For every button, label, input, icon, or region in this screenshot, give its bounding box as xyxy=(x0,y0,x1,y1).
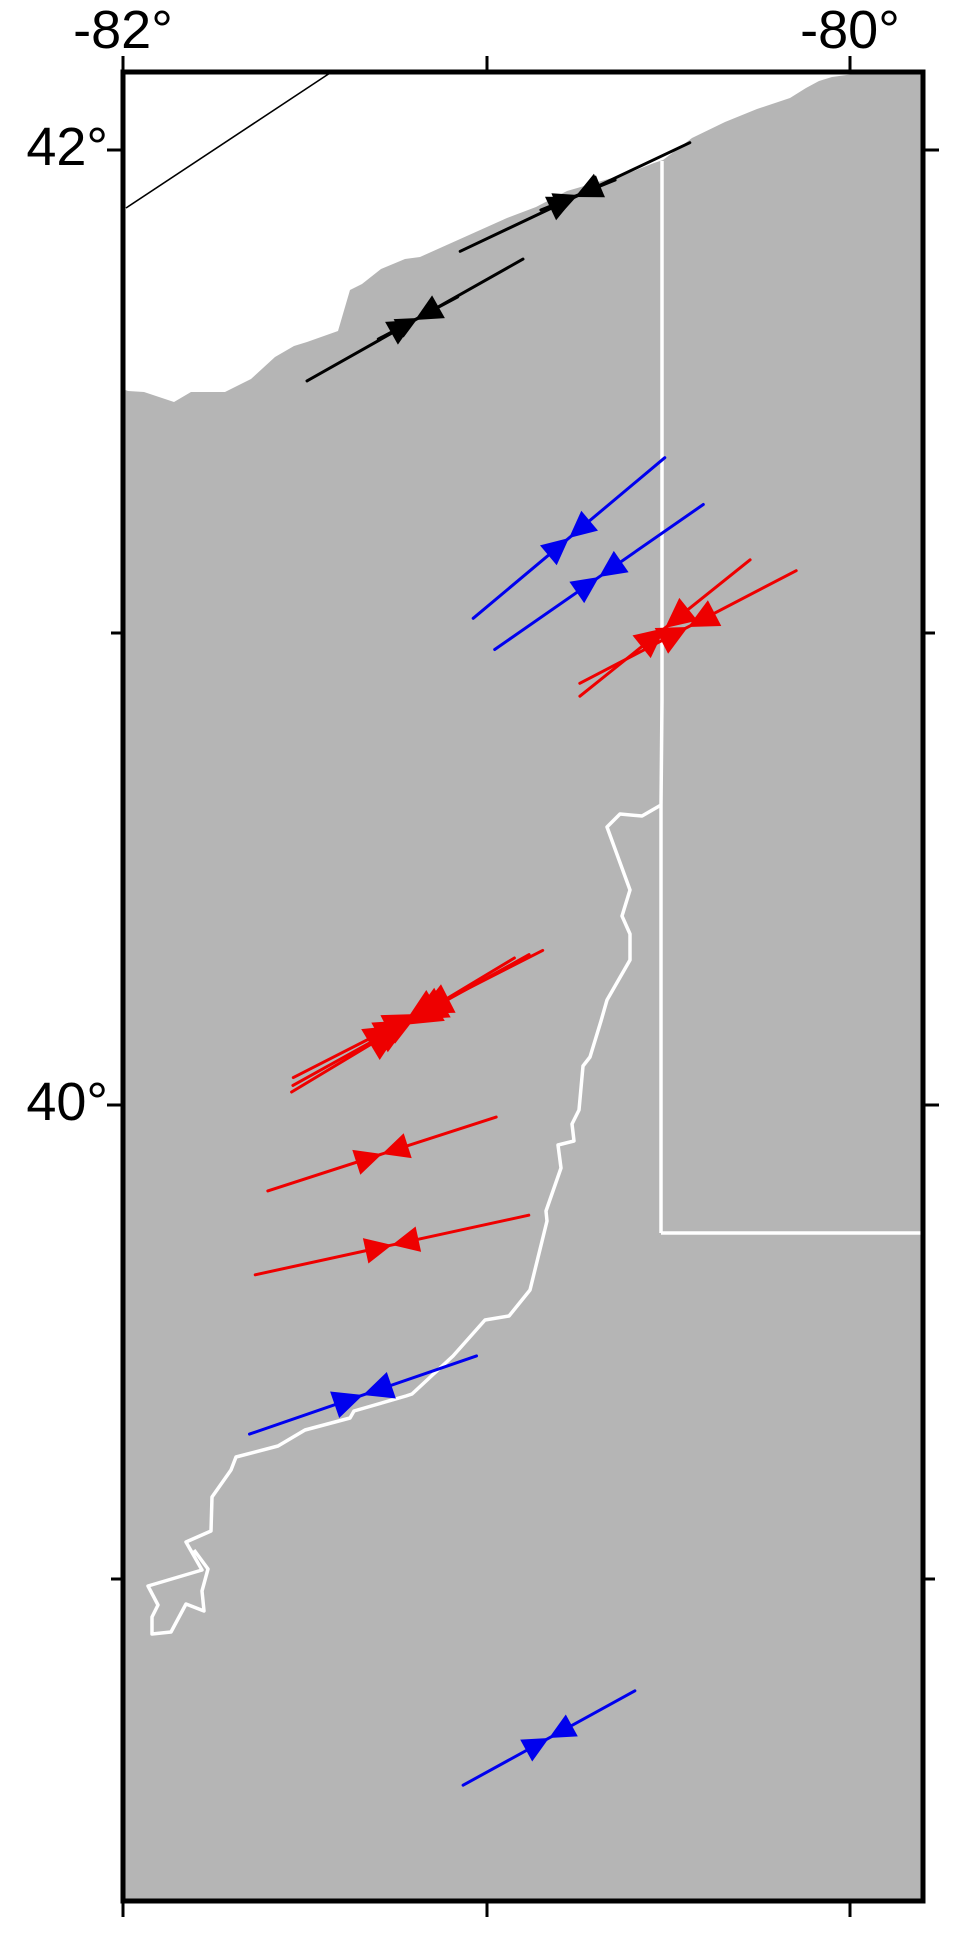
svg-text:42°: 42° xyxy=(26,117,108,177)
svg-text:40°: 40° xyxy=(26,1072,108,1132)
svg-text:-80°: -80° xyxy=(800,0,900,60)
svg-text:-82°: -82° xyxy=(73,0,173,60)
